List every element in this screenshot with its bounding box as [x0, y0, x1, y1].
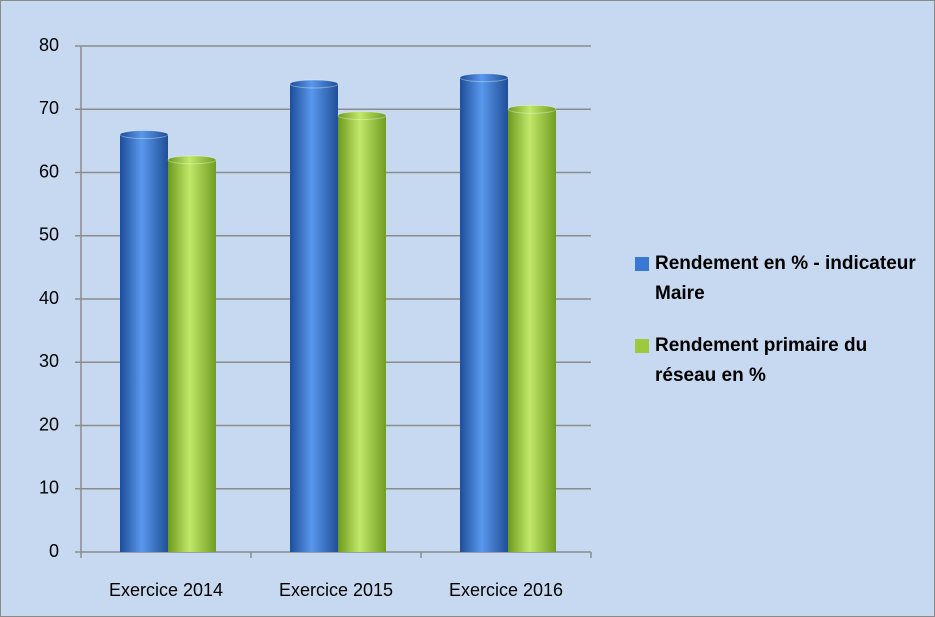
bar-cap [167, 155, 217, 165]
legend-item: Rendement en % - indicateur Maire [635, 249, 927, 309]
bar [290, 83, 338, 552]
y-tick-label: 30 [39, 351, 59, 371]
y-tick-label: 70 [39, 98, 59, 118]
x-tick-label: Exercice 2015 [279, 580, 393, 600]
y-tick-label: 20 [39, 414, 59, 434]
y-tick-label: 10 [39, 478, 59, 498]
legend-swatch [635, 257, 649, 271]
x-tick-label: Exercice 2014 [109, 580, 223, 600]
y-tick-label: 50 [39, 225, 59, 245]
bar-cap [289, 79, 339, 89]
bar [460, 77, 508, 552]
legend-label: Rendement primaire du réseau en % [655, 335, 868, 386]
legend-item: Rendement primaire du réseau en % [635, 331, 927, 391]
y-tick-label: 0 [49, 541, 59, 561]
bar-cap [119, 130, 169, 140]
legend-swatch [635, 339, 649, 353]
y-tick-label: 40 [39, 288, 59, 308]
y-tick-label: 60 [39, 161, 59, 181]
y-tick-label: 80 [39, 35, 59, 55]
bar [508, 109, 556, 552]
bar [168, 159, 216, 552]
bar [338, 115, 386, 552]
bar [120, 134, 168, 553]
bar-cap [507, 104, 557, 114]
legend-label: Rendement en % - indicateur Maire [655, 253, 916, 304]
bar-cap [337, 111, 387, 121]
x-tick-label: Exercice 2016 [449, 580, 563, 600]
bar-cap [459, 73, 509, 83]
